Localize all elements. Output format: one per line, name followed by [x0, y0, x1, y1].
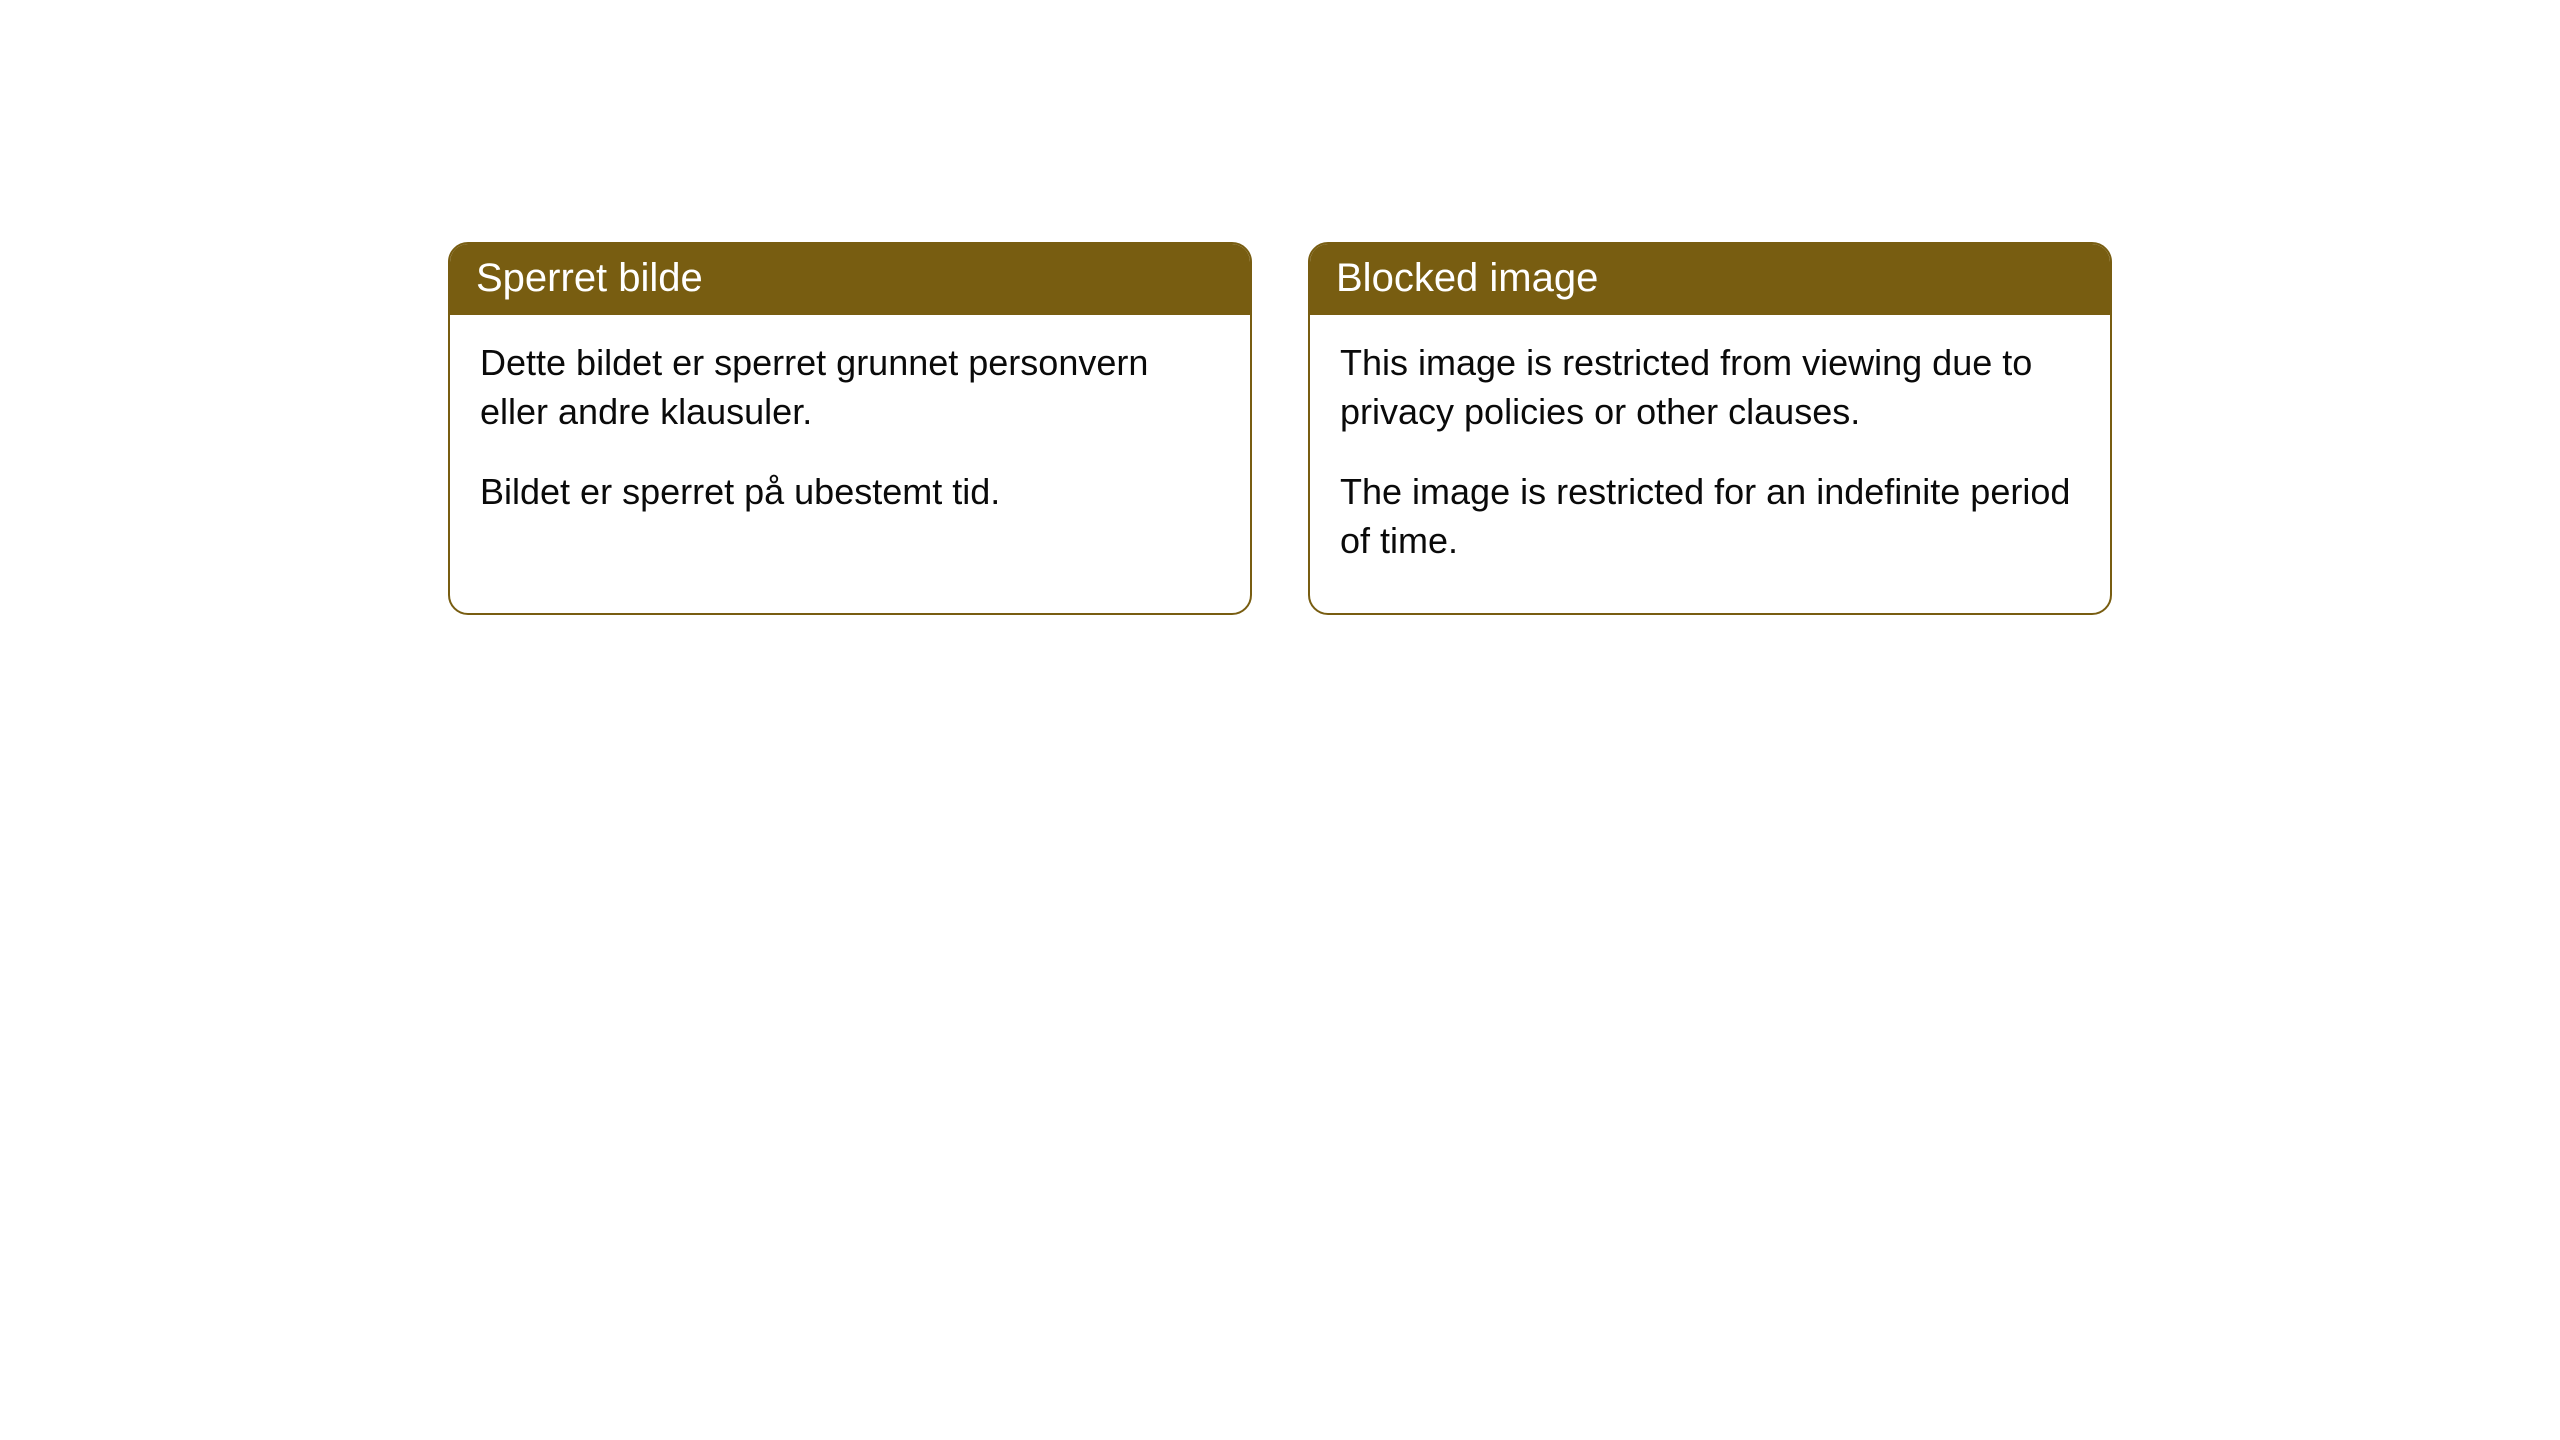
cards-container: Sperret bilde Dette bildet er sperret gr… [448, 242, 2112, 615]
card-norwegian: Sperret bilde Dette bildet er sperret gr… [448, 242, 1252, 615]
card-body-norwegian: Dette bildet er sperret grunnet personve… [450, 315, 1250, 565]
card-header-english: Blocked image [1310, 244, 2110, 315]
card-english: Blocked image This image is restricted f… [1308, 242, 2112, 615]
card-para2-english: The image is restricted for an indefinit… [1340, 468, 2080, 565]
card-body-english: This image is restricted from viewing du… [1310, 315, 2110, 613]
card-para2-norwegian: Bildet er sperret på ubestemt tid. [480, 468, 1220, 517]
card-header-norwegian: Sperret bilde [450, 244, 1250, 315]
card-para1-norwegian: Dette bildet er sperret grunnet personve… [480, 339, 1220, 436]
card-para1-english: This image is restricted from viewing du… [1340, 339, 2080, 436]
card-title-english: Blocked image [1336, 256, 1598, 300]
card-title-norwegian: Sperret bilde [476, 256, 703, 300]
